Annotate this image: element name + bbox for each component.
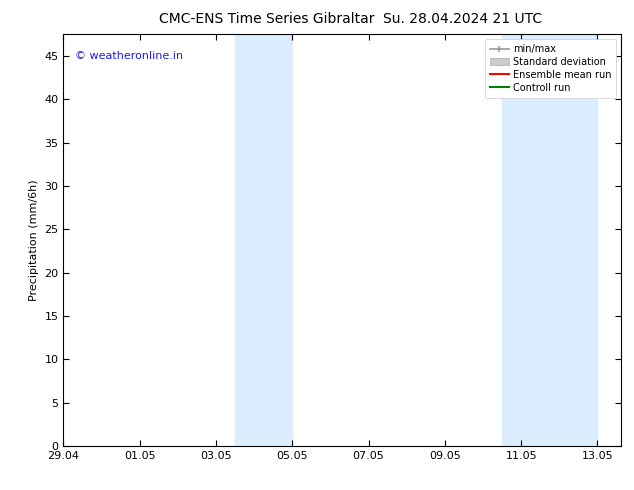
Bar bbox=[502, 34, 540, 446]
Text: Su. 28.04.2024 21 UTC: Su. 28.04.2024 21 UTC bbox=[384, 12, 542, 26]
Bar bbox=[540, 34, 597, 446]
Legend: min/max, Standard deviation, Ensemble mean run, Controll run: min/max, Standard deviation, Ensemble me… bbox=[485, 39, 616, 98]
Text: © weatheronline.in: © weatheronline.in bbox=[75, 51, 183, 61]
Y-axis label: Precipitation (mm/6h): Precipitation (mm/6h) bbox=[29, 179, 39, 301]
Bar bbox=[235, 34, 292, 446]
Text: CMC-ENS Time Series Gibraltar: CMC-ENS Time Series Gibraltar bbox=[158, 12, 374, 26]
